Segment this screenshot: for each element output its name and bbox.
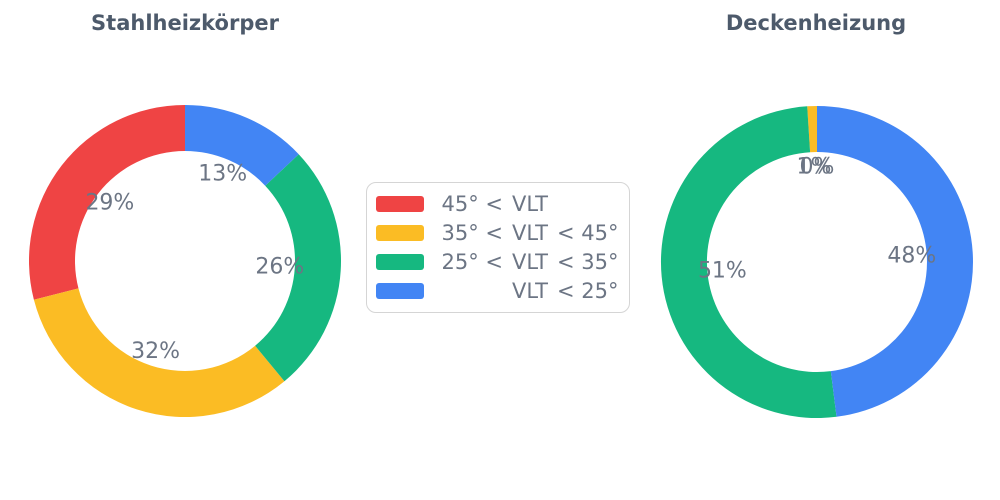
donut-chart-deckenheizung: 0%1% 51% 48%: [660, 106, 973, 419]
legend-item-label: 45° < VLT: [441, 192, 619, 216]
donut-chart-stahlheizkoerper: 29% 32% 26% 13%: [28, 105, 342, 418]
slice-percentage-label: 51%: [698, 258, 747, 283]
chart-title-stahlheizkoerper: Stahlheizkörper: [91, 11, 279, 35]
legend-swatch-green: [376, 253, 424, 270]
slice-percentage-label: 13%: [198, 161, 247, 186]
legend-label-mid: VLT: [511, 220, 548, 245]
legend-label-suffix: < 35°: [557, 249, 619, 274]
legend-item[interactable]: 25° < VLT < 35°: [376, 247, 629, 276]
slice-percentage-label: 29%: [85, 190, 134, 215]
slice-percentage-label: 0%: [800, 155, 835, 180]
legend-label-suffix: < 45°: [557, 220, 619, 245]
pie-slice[interactable]: [185, 105, 299, 186]
legend-label-mid: VLT: [511, 249, 548, 274]
legend-label-mid: VLT: [511, 191, 548, 216]
legend: 45° < VLT 35° < VLT < 45° 25° < VLT < 35…: [366, 182, 630, 313]
pie-slice[interactable]: [33, 288, 285, 418]
chart-title-deckenheizung: Deckenheizung: [725, 11, 907, 35]
pie-slice[interactable]: [817, 106, 973, 417]
legend-label-prefix: 45° <: [441, 191, 504, 216]
legend-item[interactable]: 35° < VLT < 45°: [376, 218, 629, 247]
slice-percentage-label: 48%: [887, 244, 936, 269]
legend-item[interactable]: VLT < 25°: [376, 276, 629, 305]
legend-label-suffix: [557, 192, 619, 216]
legend-item-label: 35° < VLT < 45°: [441, 221, 619, 245]
legend-swatch-amber: [376, 224, 424, 241]
legend-label-prefix: 25° <: [441, 249, 504, 274]
legend-item-label: 25° < VLT < 35°: [441, 250, 619, 274]
legend-label-suffix: < 25°: [557, 278, 619, 303]
legend-swatch-red: [376, 195, 424, 212]
legend-item-label: VLT < 25°: [441, 279, 619, 303]
legend-swatch-blue: [376, 282, 424, 299]
pie-slice[interactable]: [660, 106, 837, 419]
legend-label-prefix: [441, 279, 503, 303]
slice-percentage-label: 1%: [797, 155, 832, 180]
slice-percentage-label: 26%: [255, 255, 304, 280]
pie-slice[interactable]: [255, 154, 342, 382]
legend-label-prefix: 35° <: [441, 220, 504, 245]
slice-percentage-label: 32%: [131, 339, 180, 364]
legend-item[interactable]: 45° < VLT: [376, 189, 629, 218]
pie-slice[interactable]: [28, 105, 186, 300]
legend-label-mid: VLT: [511, 278, 548, 303]
pie-slice[interactable]: [807, 106, 817, 153]
